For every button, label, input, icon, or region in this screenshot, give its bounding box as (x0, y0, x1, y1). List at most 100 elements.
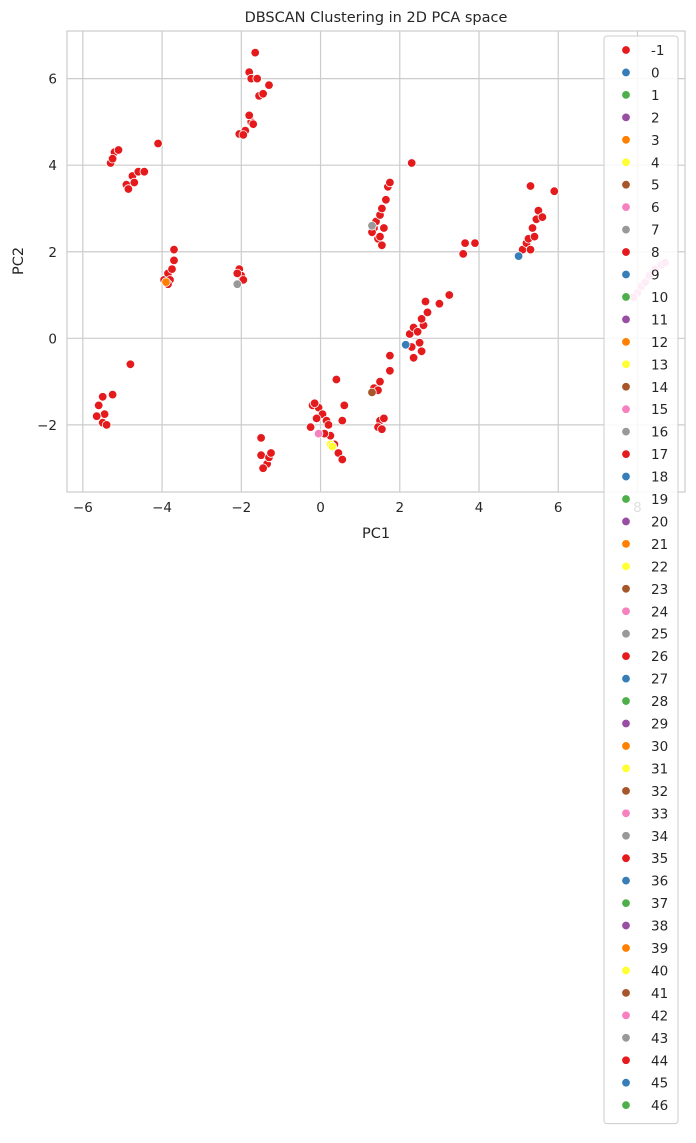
legend-marker (621, 179, 631, 190)
legend-label: 1 (651, 88, 660, 104)
legend-box (603, 35, 679, 1125)
data-point (250, 47, 260, 58)
legend-label: 36 (651, 874, 668, 890)
legend-label: 27 (651, 672, 668, 688)
data-point (385, 366, 395, 376)
data-point (313, 428, 324, 439)
legend-marker (621, 920, 631, 931)
legend-marker (621, 943, 631, 953)
legend-label: 13 (651, 357, 668, 373)
data-point (309, 398, 320, 409)
chart-title: DBSCAN Clustering in 2D PCA space (245, 10, 508, 26)
legend-label: -1 (651, 43, 664, 59)
legend-marker (621, 516, 631, 527)
data-point (107, 389, 118, 400)
data-point (311, 413, 322, 424)
data-point (375, 231, 385, 242)
x-tick-label: −2 (231, 500, 251, 516)
data-point (549, 186, 560, 196)
legend-marker (621, 853, 631, 863)
legend-label: 25 (651, 627, 668, 643)
data-point (337, 454, 348, 465)
legend-label: 0 (651, 65, 660, 81)
y-tick-label: 2 (48, 245, 57, 261)
legend-label: 37 (651, 896, 668, 912)
data-point (381, 195, 391, 205)
legend-marker (621, 786, 631, 796)
legend-marker (621, 494, 631, 504)
legend-label: 12 (651, 335, 668, 351)
data-point (331, 374, 342, 385)
legend-label: 20 (651, 514, 668, 530)
legend-label: 32 (651, 784, 668, 800)
legend-marker (621, 629, 631, 639)
data-point (107, 153, 118, 164)
data-point (377, 240, 387, 251)
data-point (401, 340, 411, 350)
data-point (537, 212, 548, 222)
data-point (258, 89, 268, 99)
legend-label: 3 (651, 133, 660, 149)
data-point (252, 73, 262, 84)
legend-marker (621, 606, 631, 616)
legend-label: 30 (651, 739, 668, 755)
data-point (525, 181, 536, 191)
legend-marker (621, 741, 631, 751)
legend-label: 21 (651, 537, 668, 553)
legend-label: 23 (651, 582, 668, 598)
data-point (525, 244, 536, 255)
legend-marker (621, 449, 631, 459)
legend-label: 4 (651, 155, 660, 171)
data-point (327, 441, 338, 452)
y-axis-label: PC2 (11, 247, 27, 275)
legend-marker (621, 135, 631, 145)
data-point (264, 80, 274, 90)
data-point (420, 296, 431, 307)
legend-marker (621, 292, 631, 302)
data-point (367, 387, 377, 398)
legend-marker (621, 426, 631, 437)
data-point (101, 420, 112, 430)
data-point (407, 158, 417, 168)
data-point (93, 400, 104, 411)
data-point (339, 400, 350, 411)
data-point (416, 314, 427, 324)
legend-marker (621, 157, 631, 167)
legend-label: 24 (651, 604, 668, 620)
legend-label: 40 (651, 963, 668, 979)
data-point (266, 448, 276, 458)
legend-label: 35 (651, 851, 668, 867)
legend-marker (621, 1033, 631, 1043)
legend-marker (621, 561, 631, 572)
data-point (232, 268, 243, 279)
legend-marker (621, 965, 631, 976)
y-tick-label: −2 (37, 418, 57, 434)
legend-marker (621, 224, 631, 235)
legend-label: 19 (651, 492, 668, 508)
data-points (91, 47, 670, 473)
legend-label: 11 (651, 312, 668, 328)
legend-label: 39 (651, 941, 668, 957)
data-point (385, 350, 395, 361)
legend-marker (621, 404, 631, 414)
legend-label: 33 (651, 806, 668, 822)
y-tick-label: 0 (48, 331, 57, 347)
legend-label: 42 (651, 1008, 668, 1024)
data-point (527, 223, 538, 233)
legend-marker (621, 673, 631, 684)
data-point (513, 251, 524, 261)
legend-marker (621, 584, 631, 594)
legend-marker (621, 337, 631, 347)
data-point (470, 238, 480, 248)
legend-label: 15 (651, 402, 668, 418)
legend-label: 10 (651, 290, 668, 306)
legend-marker (621, 471, 631, 482)
legend-label: 26 (651, 649, 668, 665)
legend-marker (621, 831, 631, 841)
y-tick-label: 6 (48, 72, 57, 88)
data-point (414, 338, 425, 348)
x-tick-label: −4 (152, 500, 172, 516)
data-point (379, 413, 389, 424)
data-point (161, 277, 171, 287)
